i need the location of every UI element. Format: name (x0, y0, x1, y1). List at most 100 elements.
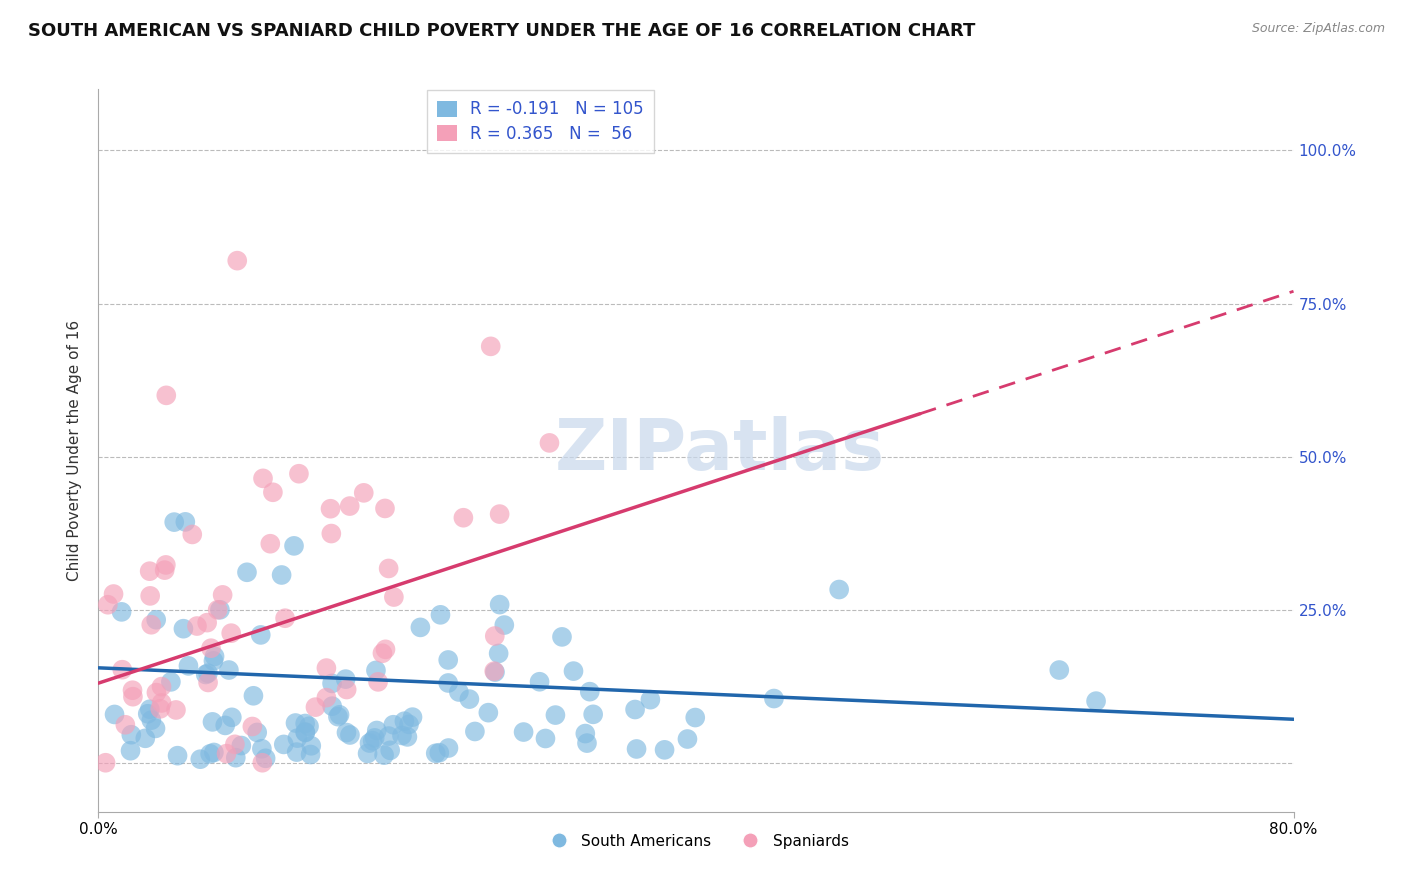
Point (218, 663, 240, 677)
Point (578, 684, 600, 698)
Point (364, 664, 387, 678)
Point (145, 613, 167, 627)
Point (321, 526, 343, 541)
Point (356, 747, 378, 761)
Point (204, 649, 226, 664)
Point (626, 742, 648, 756)
Point (138, 564, 160, 578)
Point (488, 598, 510, 612)
Point (111, 663, 134, 677)
Point (437, 741, 460, 756)
Point (1047, 663, 1070, 677)
Point (534, 731, 557, 746)
Point (200, 641, 222, 656)
Point (242, 689, 264, 703)
Point (155, 388, 177, 402)
Point (447, 685, 470, 699)
Point (177, 659, 200, 673)
Point (304, 700, 326, 714)
Point (122, 690, 145, 704)
Point (284, 716, 307, 731)
Point (120, 744, 142, 758)
Point (262, 485, 284, 500)
Legend: South Americans, Spaniards: South Americans, Spaniards (537, 828, 855, 855)
Point (574, 726, 596, 740)
Point (336, 682, 359, 697)
Point (197, 675, 219, 690)
Point (153, 563, 176, 577)
Point (150, 680, 173, 694)
Point (202, 746, 225, 760)
Point (274, 611, 297, 625)
Point (299, 747, 322, 762)
Point (139, 702, 162, 716)
Point (273, 738, 295, 752)
Point (97, 598, 120, 612)
Point (398, 717, 420, 731)
Point (120, 728, 142, 742)
Point (181, 527, 204, 541)
Point (380, 743, 402, 757)
Text: ZIPatlas: ZIPatlas (555, 416, 884, 485)
Point (683, 710, 706, 724)
Point (259, 537, 281, 551)
Point (326, 709, 349, 723)
Point (315, 690, 337, 705)
Point (299, 739, 322, 753)
Point (155, 558, 177, 572)
Point (437, 653, 460, 667)
Point (236, 566, 259, 580)
Point (121, 683, 143, 698)
Point (225, 750, 247, 764)
Point (294, 725, 316, 739)
Point (538, 436, 561, 450)
Point (828, 582, 851, 597)
Point (224, 737, 246, 751)
Point (285, 745, 308, 759)
Point (298, 719, 321, 733)
Point (294, 725, 316, 739)
Y-axis label: Child Poverty Under the Age of 16: Child Poverty Under the Age of 16 (67, 320, 83, 581)
Point (484, 665, 506, 679)
Point (103, 707, 125, 722)
Point (208, 603, 231, 617)
Point (166, 748, 188, 763)
Point (374, 642, 396, 657)
Point (425, 747, 447, 761)
Point (150, 696, 173, 710)
Point (198, 747, 221, 761)
Point (361, 733, 384, 747)
Point (215, 747, 238, 761)
Point (453, 510, 475, 524)
Point (249, 628, 271, 642)
Point (464, 724, 486, 739)
Point (458, 692, 481, 706)
Point (195, 615, 218, 630)
Point (145, 722, 167, 736)
Point (254, 751, 277, 765)
Point (252, 756, 274, 770)
Point (676, 731, 699, 746)
Text: Source: ZipAtlas.com: Source: ZipAtlas.com (1251, 22, 1385, 36)
Point (484, 629, 506, 643)
Point (139, 589, 162, 603)
Point (163, 515, 186, 529)
Point (582, 707, 605, 722)
Point (250, 741, 273, 756)
Point (484, 664, 506, 678)
Point (188, 752, 211, 766)
Point (160, 674, 183, 689)
Point (288, 467, 311, 481)
Point (211, 588, 233, 602)
Point (103, 587, 125, 601)
Point (1085, 694, 1108, 708)
Point (377, 729, 399, 743)
Point (640, 692, 662, 706)
Point (353, 486, 375, 500)
Point (174, 515, 197, 529)
Point (214, 718, 236, 732)
Point (562, 664, 585, 678)
Point (231, 739, 253, 753)
Point (246, 725, 269, 739)
Point (207, 603, 229, 617)
